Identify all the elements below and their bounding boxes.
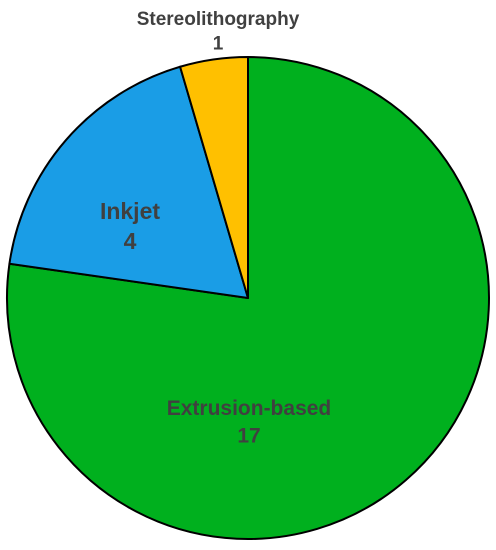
pie-slice-stereolithography: [179, 56, 249, 299]
slice-label-stereolithography: Stereolithography: [137, 9, 300, 30]
pie-slices: [6, 56, 490, 540]
slice-label-inkjet: Inkjet: [100, 198, 160, 224]
slice-label-extrusion-based: Extrusion-based: [167, 397, 332, 420]
pie-slice-inkjet: [8, 65, 249, 299]
pie-labels: Extrusion-based 17 Inkjet 4 Stereolithograph…: [100, 9, 331, 447]
slice-value-inkjet: 4: [124, 228, 137, 254]
slice-value-extrusion-based: 17: [237, 424, 260, 447]
slice-value-stereolithography: 1: [213, 34, 224, 55]
